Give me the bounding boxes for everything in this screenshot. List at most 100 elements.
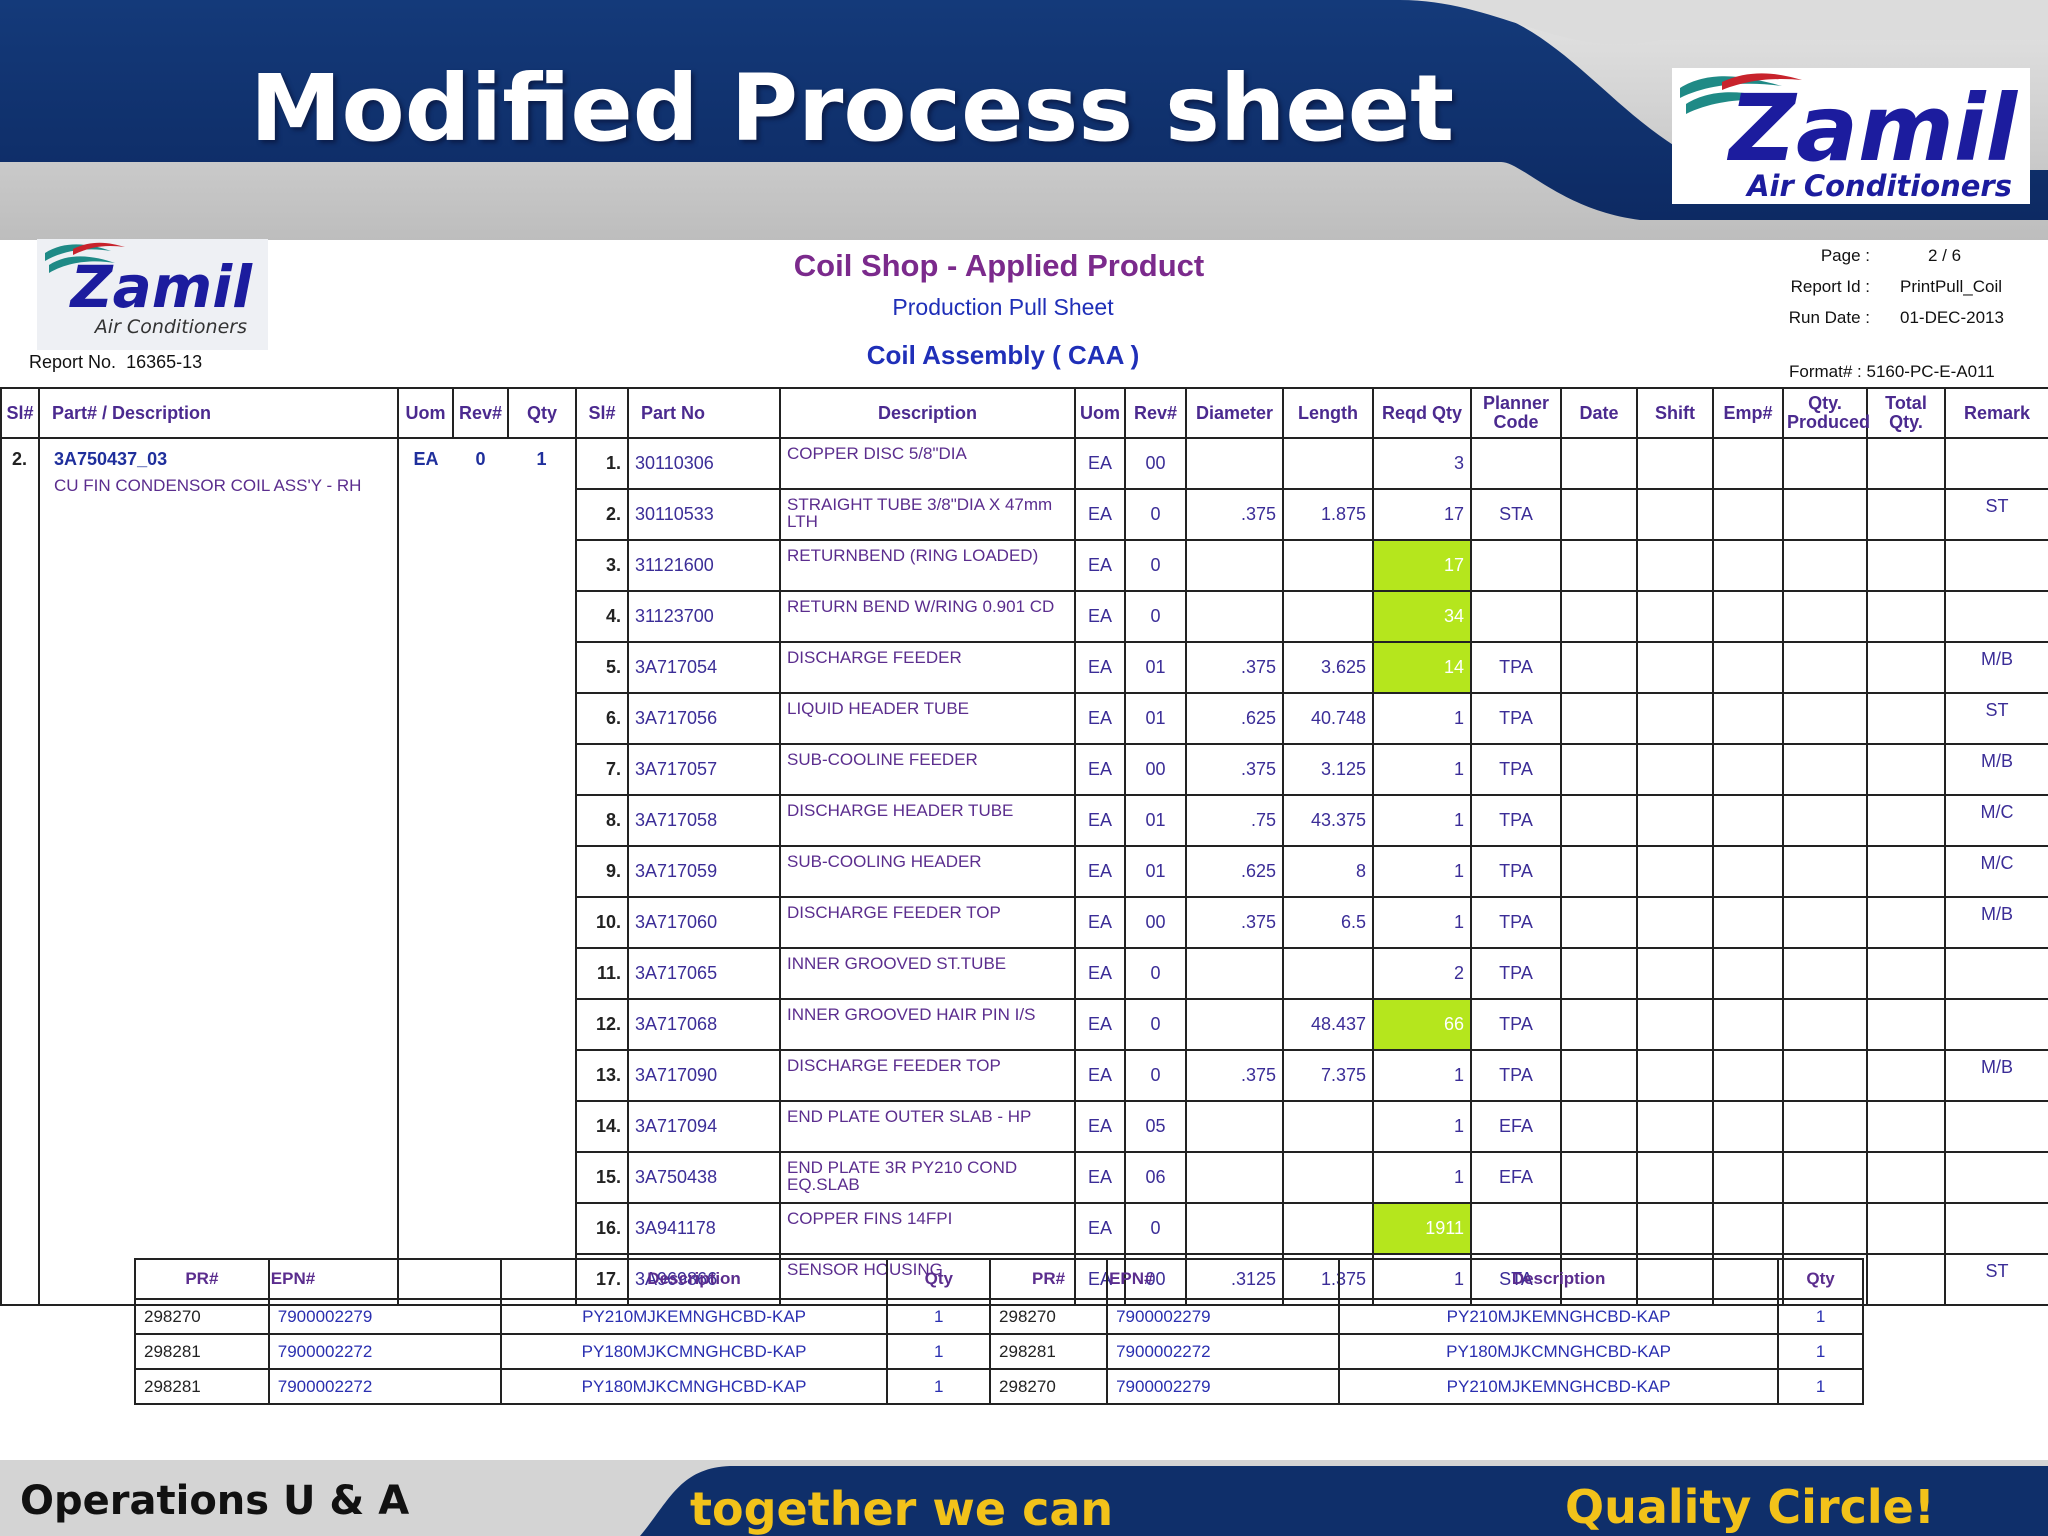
header-cell: Remark	[1944, 387, 2048, 439]
cell	[1782, 641, 1868, 694]
cell: 3A717060	[627, 896, 781, 949]
cell: 43.375	[1282, 794, 1374, 847]
cell	[1560, 539, 1638, 592]
cell: TPA	[1470, 947, 1562, 1000]
cell: 1	[1372, 1151, 1472, 1204]
meta-value: 01-DEC-2013	[1900, 308, 2004, 327]
data-row: 10. 3A717060 DISCHARGE FEEDER TOP EA 00.375 6…	[1, 896, 2048, 949]
header-cell: Description	[779, 387, 1076, 439]
cell: 7900002279	[267, 1298, 502, 1335]
cell: ST	[1944, 692, 2048, 745]
cell: 1	[1372, 1049, 1472, 1102]
cell: 3A717094	[627, 1100, 781, 1153]
cell: 30110306	[627, 437, 781, 490]
cell: EA	[1074, 692, 1126, 745]
cell	[1712, 641, 1784, 694]
cell: 7.	[575, 743, 629, 796]
meta-label: Report Id :	[1790, 277, 1870, 296]
cell	[1944, 1202, 2048, 1255]
cell: 01	[1124, 692, 1187, 745]
cell: 0	[1124, 947, 1187, 1000]
cell: 1	[886, 1298, 992, 1335]
cell	[1282, 1202, 1374, 1255]
header-cell: Diameter	[1185, 387, 1284, 439]
header-cell: Qty. Produced	[1782, 387, 1870, 439]
data-row: 4. 31123700 RETURN BEND W/RING 0.901 CD EA 0…	[1, 590, 2048, 643]
cell	[1636, 947, 1714, 1000]
cell: 1911	[1372, 1202, 1472, 1255]
cell: 1	[1372, 794, 1472, 847]
cell: DISCHARGE HEADER TUBE	[779, 794, 1076, 847]
cell	[1636, 1100, 1714, 1153]
cell: TPA	[1470, 998, 1562, 1051]
cell: .375	[1185, 641, 1284, 694]
cell	[1185, 947, 1284, 1000]
cell	[1944, 947, 2048, 1000]
cell	[1782, 539, 1868, 592]
cell: EA	[1074, 1049, 1126, 1102]
header-cell: Reqd Qty	[1372, 387, 1472, 439]
cell	[1560, 488, 1638, 541]
cell: 31123700	[627, 590, 781, 643]
parent-rev: 0	[453, 438, 508, 1306]
cell	[1185, 1202, 1284, 1255]
data-row: 7. 3A717057 SUB-COOLINE FEEDER EA 00.375 3.12…	[1, 743, 2048, 796]
cell: DISCHARGE FEEDER TOP	[779, 1049, 1076, 1102]
logo-brand: Zamil	[1726, 75, 2018, 182]
slide-title: Modified Process sheet	[250, 55, 1455, 162]
header-cell: Uom	[397, 387, 454, 439]
cell: 1.	[575, 437, 629, 490]
cell	[1636, 896, 1714, 949]
cell	[1712, 1151, 1784, 1204]
cell	[1636, 641, 1714, 694]
cell: 1	[1372, 845, 1472, 898]
data-row: 298270 7900002279 PY210MJKEMNGHCBD-KAP 1 298…	[134, 1298, 1864, 1335]
meta-label: Run Date :	[1788, 308, 1870, 327]
cell	[1782, 488, 1868, 541]
cell	[1636, 437, 1714, 490]
cell	[1636, 998, 1714, 1051]
cell: TPA	[1470, 845, 1562, 898]
cell	[1636, 692, 1714, 745]
cell	[1944, 998, 2048, 1051]
report-no-value: 16365-13	[126, 352, 203, 372]
cell	[1782, 743, 1868, 796]
footer-right: Quality Circle!	[1565, 1480, 1935, 1534]
cell	[1636, 539, 1714, 592]
cell	[1560, 794, 1638, 847]
cell	[1282, 539, 1374, 592]
cell: 8	[1282, 845, 1374, 898]
cell	[1636, 845, 1714, 898]
cell	[1560, 896, 1638, 949]
header-cell: Sl#	[575, 387, 629, 439]
cell: TPA	[1470, 896, 1562, 949]
cell: LIQUID HEADER TUBE	[779, 692, 1076, 745]
cell	[1560, 1151, 1638, 1204]
cell	[1782, 947, 1868, 1000]
cell: 40.748	[1282, 692, 1374, 745]
cell: TPA	[1470, 794, 1562, 847]
cell	[1712, 1202, 1784, 1255]
cell: STRAIGHT TUBE 3/8"DIA X 47mm LTH	[779, 488, 1076, 541]
cell	[1636, 1151, 1714, 1204]
cell: 3	[1372, 437, 1472, 490]
data-row: 5. 3A717054 DISCHARGE FEEDER EA 01.375 3.625 1…	[1, 641, 2048, 694]
cell	[1636, 488, 1714, 541]
cell: EFA	[1470, 1151, 1562, 1204]
header-cell: Description	[499, 1258, 889, 1300]
cell	[1782, 590, 1868, 643]
header-cell: EPN#	[1106, 1258, 1340, 1300]
data-row: 15. 3A750438 END PLATE 3R PY210 COND EQ.SL…	[1, 1151, 2048, 1204]
cell: 0	[1124, 590, 1187, 643]
cell	[1782, 692, 1868, 745]
cell	[1866, 743, 1946, 796]
cell: 298270	[134, 1298, 270, 1335]
cell: 1	[1372, 692, 1472, 745]
cell: 1	[1777, 1368, 1864, 1405]
footer-left: Operations U & A	[20, 1478, 410, 1524]
cell: EA	[1074, 896, 1126, 949]
report-section: Coil Assembly ( CAA )	[866, 340, 1140, 370]
cell	[1944, 1100, 2048, 1153]
cell	[1712, 539, 1784, 592]
cell: 3A717057	[627, 743, 781, 796]
